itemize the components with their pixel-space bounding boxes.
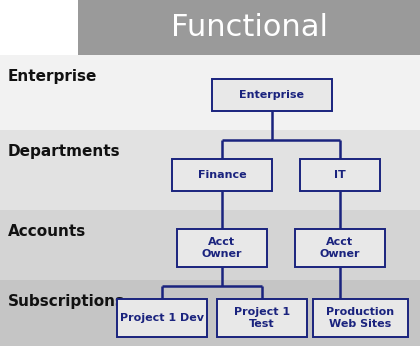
Bar [78,0,420,55]
Text: IT: IT [334,170,346,180]
Bar [212,79,332,111]
Bar [295,229,385,267]
Text: Finance: Finance [198,170,246,180]
Bar [172,159,272,191]
Text: Acct
Owner: Acct Owner [202,237,242,259]
Bar [0,130,420,210]
Bar [217,299,307,337]
Text: Accounts: Accounts [8,224,86,239]
Bar [0,280,420,346]
Text: Project 1 Dev: Project 1 Dev [120,313,204,323]
Text: Project 1
Test: Project 1 Test [234,307,290,329]
Text: Enterprise: Enterprise [8,69,97,84]
Text: Production
Web Sites: Production Web Sites [326,307,394,329]
Text: Enterprise: Enterprise [239,90,304,100]
Text: Functional: Functional [171,13,328,42]
Bar [0,210,420,280]
Bar [117,299,207,337]
Text: Departments: Departments [8,144,121,159]
Text: Acct
Owner: Acct Owner [320,237,360,259]
Bar [312,299,407,337]
Bar [177,229,267,267]
Bar [0,55,420,130]
Text: Subscriptions: Subscriptions [8,294,125,309]
Bar [300,159,380,191]
